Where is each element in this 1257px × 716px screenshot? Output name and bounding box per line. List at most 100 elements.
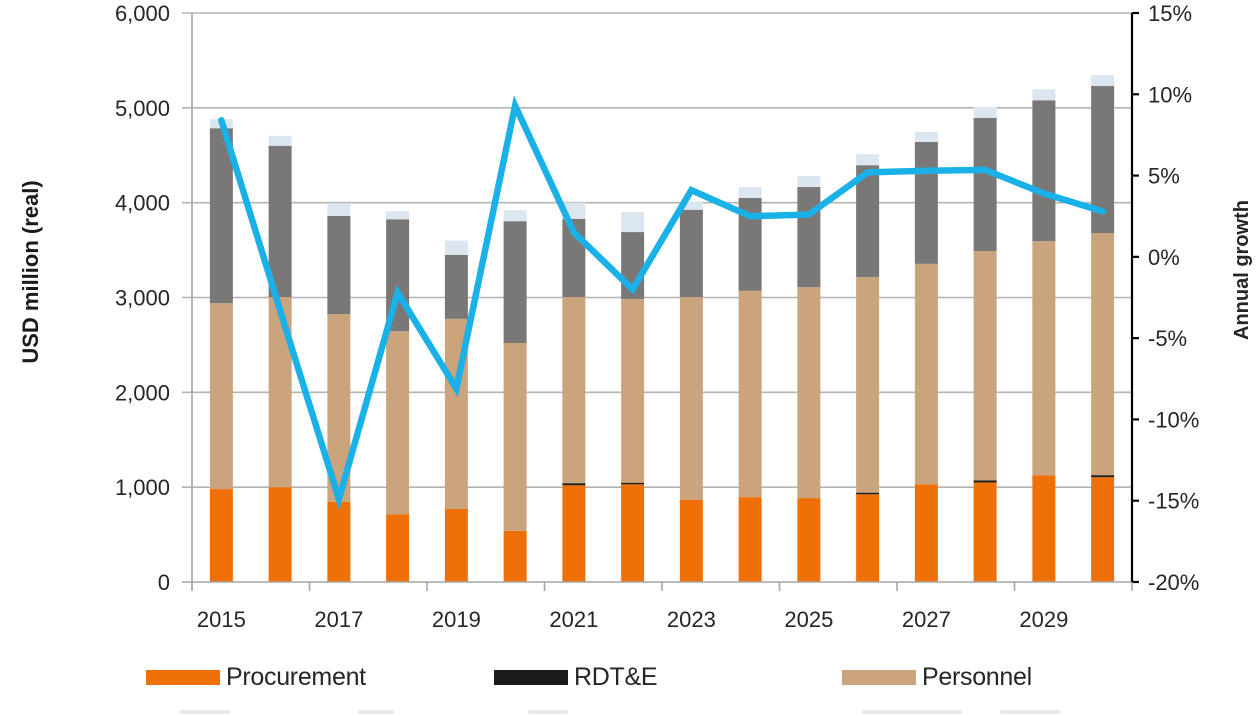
legend-label-personnel: Personnel	[922, 662, 1032, 691]
x-tick-label: 2021	[549, 607, 598, 632]
cropped-legend-fragment	[528, 710, 568, 714]
bar-segment-personnel	[621, 298, 645, 483]
bar-segment-procurement	[562, 485, 586, 582]
bar-segment-personnel	[738, 290, 762, 498]
y2-tick-label: 5%	[1148, 164, 1180, 189]
bar-segment-rdt-e	[856, 491, 880, 495]
x-tick-label: 2023	[667, 607, 716, 632]
bar-segment-personnel	[914, 263, 938, 485]
cropped-legend-fragment	[358, 710, 394, 714]
bar-segment-procurement	[503, 530, 527, 582]
bar-segment-series-4	[209, 128, 233, 304]
bar-segment-personnel	[797, 287, 821, 499]
right-axis-title: Annual growth	[1231, 200, 1253, 340]
bar-segment-series-5	[973, 106, 997, 118]
bar-segment-series-4	[679, 209, 703, 298]
y-tick-label: 0	[158, 570, 170, 595]
left-axis-ticks: 0 1,000 2,000 3,000 4,000 5,000 6,000	[115, 1, 170, 595]
x-tick-label: 2025	[784, 607, 833, 632]
y2-tick-label: 15%	[1148, 1, 1192, 26]
bar-segment-series-4	[973, 117, 997, 252]
bar-segment-procurement	[856, 494, 880, 582]
bar-segment-personnel	[1091, 233, 1115, 476]
bar-segment-series-4	[268, 145, 292, 298]
bar-segment-procurement	[621, 484, 645, 582]
y2-tick-label: 0%	[1148, 245, 1180, 270]
bar-segment-procurement	[738, 497, 762, 582]
bar-segment-procurement	[386, 514, 410, 582]
y-tick-label: 1,000	[115, 475, 170, 500]
stacked-bar-line-chart: 0 1,000 2,000 3,000 4,000 5,000 6,000 -20% -15%…	[18, 1, 1253, 632]
legend-item-rdte: RDT&E	[494, 662, 658, 692]
bar-segment-series-4	[444, 254, 468, 319]
bar-segment-procurement	[679, 499, 703, 582]
bar-segment-series-5	[386, 211, 410, 220]
bar-segment-series-5	[268, 135, 292, 146]
x-tick-label: 2019	[432, 607, 481, 632]
bar-segment-rdt-e	[973, 479, 997, 483]
bar-segment-personnel	[679, 297, 703, 500]
bar-segment-series-5	[738, 187, 762, 198]
legend-label-procurement: Procurement	[226, 662, 366, 691]
bar-segment-series-5	[679, 201, 703, 210]
bar-segment-series-4	[797, 187, 821, 288]
bar-segment-procurement	[444, 508, 468, 582]
y2-tick-label: 10%	[1148, 82, 1192, 107]
left-axis-title: USD million (real)	[18, 180, 43, 363]
bar-segment-series-5	[797, 176, 821, 188]
bar-segment-personnel	[209, 303, 233, 490]
bar-segment-rdt-e	[621, 481, 645, 485]
bar-segment-personnel	[562, 297, 586, 484]
legend-row-cropped	[0, 694, 1257, 716]
bar-segment-procurement	[973, 482, 997, 582]
y2-tick-label: -20%	[1148, 570, 1199, 595]
bar-segment-personnel	[973, 251, 997, 481]
bar-segment-procurement	[327, 501, 351, 582]
y2-tick-label: -15%	[1148, 489, 1199, 514]
bar-segment-procurement	[914, 484, 938, 582]
bar-segment-series-4	[856, 165, 880, 278]
bar-segment-procurement	[1091, 477, 1115, 582]
bar-segment-series-5	[503, 210, 527, 222]
bar-segment-personnel	[327, 314, 351, 502]
bar-segment-personnel	[856, 277, 880, 493]
bar-segment-series-5	[327, 203, 351, 216]
cropped-legend-fragment	[1000, 710, 1060, 714]
axes	[182, 13, 1134, 590]
y-tick-label: 3,000	[115, 286, 170, 311]
bar-segment-rdt-e	[1091, 474, 1115, 478]
bar-segment-series-5	[914, 132, 938, 142]
y-tick-label: 2,000	[115, 380, 170, 405]
bar-segment-series-4	[327, 215, 351, 315]
bar-segment-procurement	[268, 487, 292, 582]
bar-segment-procurement	[797, 498, 821, 582]
bar-segment-personnel	[1032, 241, 1056, 476]
bar-segment-personnel	[268, 297, 292, 488]
y-tick-label: 4,000	[115, 191, 170, 216]
growth-line	[218, 95, 1106, 511]
x-axis-ticks: 2015 2017 2019 2021 2023 2025 2027 2029	[191, 582, 1133, 632]
legend-swatch-rdte	[494, 669, 568, 685]
legend-label-rdte: RDT&E	[574, 662, 658, 691]
cropped-legend-fragment	[180, 710, 230, 714]
x-tick-label: 2015	[197, 607, 246, 632]
bars	[209, 75, 1115, 582]
legend-swatch-personnel	[842, 669, 916, 685]
right-axis-ticks: -20% -15% -10% -5% 0% 5% 10% 15%	[1132, 1, 1199, 595]
y2-tick-label: -10%	[1148, 407, 1199, 432]
bar-segment-rdt-e	[562, 482, 586, 486]
bar-segment-series-4	[503, 221, 527, 344]
y-tick-label: 5,000	[115, 96, 170, 121]
growth-line-layer	[218, 95, 1106, 511]
x-tick-label: 2027	[902, 607, 951, 632]
legend-item-procurement: Procurement	[146, 662, 366, 692]
bar-segment-series-4	[914, 141, 938, 264]
y2-tick-label: -5%	[1148, 326, 1187, 351]
y-tick-label: 6,000	[115, 1, 170, 26]
bar-segment-series-5	[856, 154, 880, 166]
bar-segment-series-5	[444, 240, 468, 255]
bar-segment-series-5	[1032, 89, 1056, 101]
legend-swatch-procurement	[146, 669, 220, 685]
bar-segment-series-5	[621, 212, 645, 233]
x-tick-label: 2029	[1019, 607, 1068, 632]
